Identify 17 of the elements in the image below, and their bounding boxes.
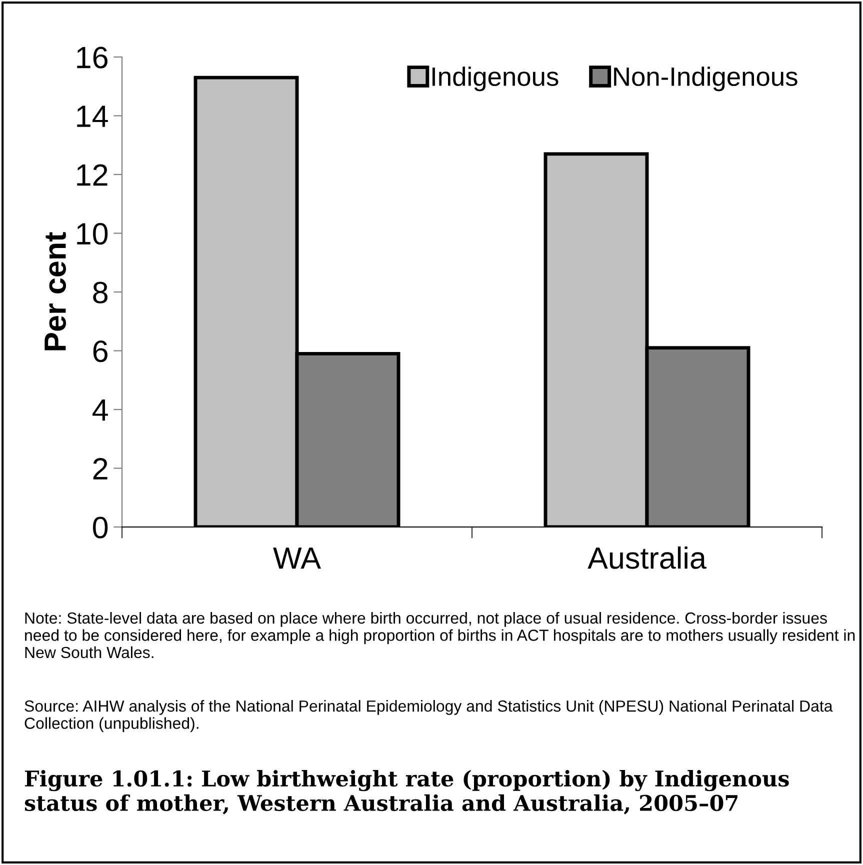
y-tick-label: 0 — [93, 516, 108, 538]
legend-label: Indigenous — [432, 66, 558, 92]
y-axis-title: Per cent — [44, 232, 66, 350]
y-tick-label: 16 — [77, 46, 108, 68]
y-tick-label: 8 — [93, 282, 108, 304]
text: Figure 1.01.1: Low birthweight rate (proportion) by Indigenous status of mother, Western Australia and Australia, 2005–07 — [24, 770, 789, 814]
y-tick-label: 2 — [93, 458, 108, 480]
y-tick-label: 6 — [93, 340, 108, 362]
x-tick-label: WA — [273, 548, 321, 569]
source-note: Source: AIHW analysis of the National Perinatal Epidemiology and Statistics Unit (NPESU) National Perinatal Data Collection (unpublished). — [24, 700, 833, 732]
text: Note: State-level data are based on place where birth occurred, not place of usual residence. Cross-border issues need to be considered here, for example a high proportion of births in ACT hospitals are to mothers usually resident in New South Wales. — [25, 612, 855, 658]
y-tick-label: 10 — [77, 222, 108, 245]
legend-label: Non-Indigenous — [614, 66, 798, 92]
y-tick-label: 12 — [77, 164, 108, 186]
y-tick-label: 14 — [77, 106, 108, 127]
y-tick-label: 4 — [92, 400, 108, 421]
x-tick-label: Australia — [588, 546, 706, 569]
